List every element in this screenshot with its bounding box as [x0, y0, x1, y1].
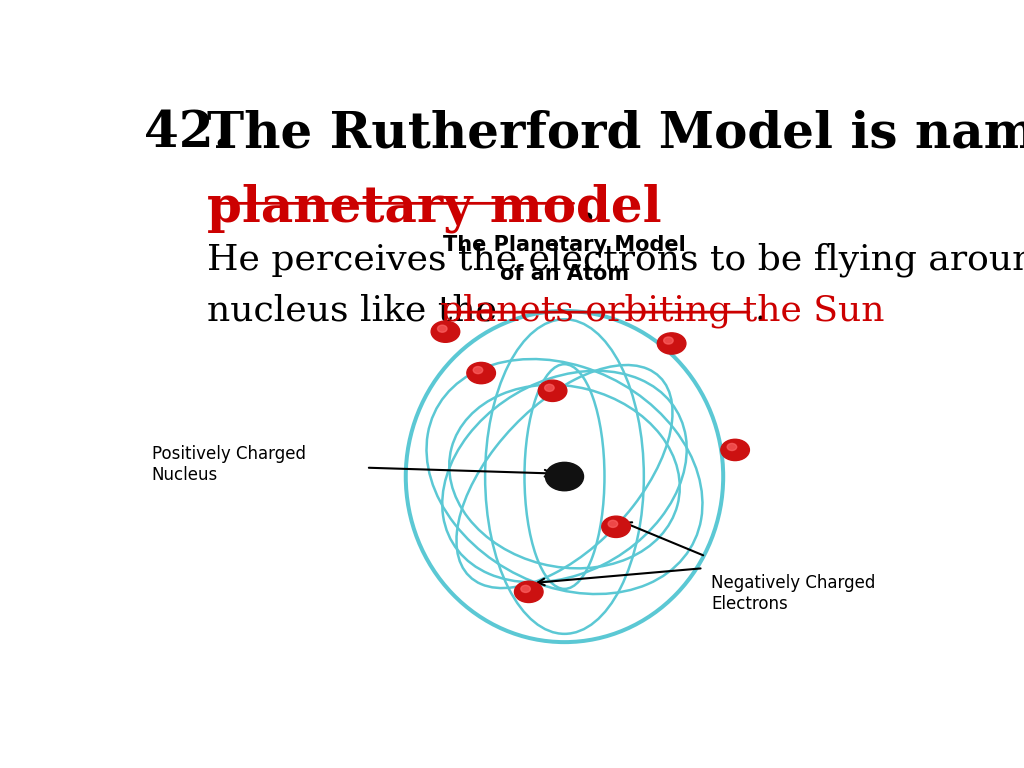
- Text: of an Atom: of an Atom: [500, 264, 629, 284]
- Text: He perceives the electrons to be flying around the atom’s: He perceives the electrons to be flying …: [207, 243, 1024, 277]
- Circle shape: [602, 516, 631, 538]
- Text: Negatively Charged
Electrons: Negatively Charged Electrons: [712, 574, 876, 613]
- Circle shape: [437, 325, 447, 333]
- Circle shape: [431, 321, 460, 343]
- Text: Positively Charged
Nucleus: Positively Charged Nucleus: [152, 445, 306, 484]
- Circle shape: [721, 439, 750, 461]
- Text: .: .: [754, 293, 766, 327]
- Text: planets orbiting the Sun: planets orbiting the Sun: [440, 293, 885, 328]
- Circle shape: [664, 337, 673, 344]
- Circle shape: [514, 581, 543, 603]
- Text: 42.: 42.: [143, 110, 230, 159]
- Circle shape: [727, 443, 736, 451]
- Circle shape: [546, 462, 584, 491]
- Text: nucleus like the: nucleus like the: [207, 293, 509, 327]
- Circle shape: [473, 366, 482, 374]
- Circle shape: [545, 384, 554, 392]
- Circle shape: [467, 362, 496, 384]
- Text: planetary model: planetary model: [207, 184, 662, 233]
- Text: .: .: [579, 184, 596, 233]
- Circle shape: [521, 585, 530, 592]
- Text: The Planetary Model: The Planetary Model: [443, 235, 686, 255]
- Circle shape: [539, 380, 567, 402]
- Text: The Rutherford Model is named the: The Rutherford Model is named the: [207, 110, 1024, 159]
- Circle shape: [657, 333, 686, 354]
- Circle shape: [608, 520, 617, 528]
